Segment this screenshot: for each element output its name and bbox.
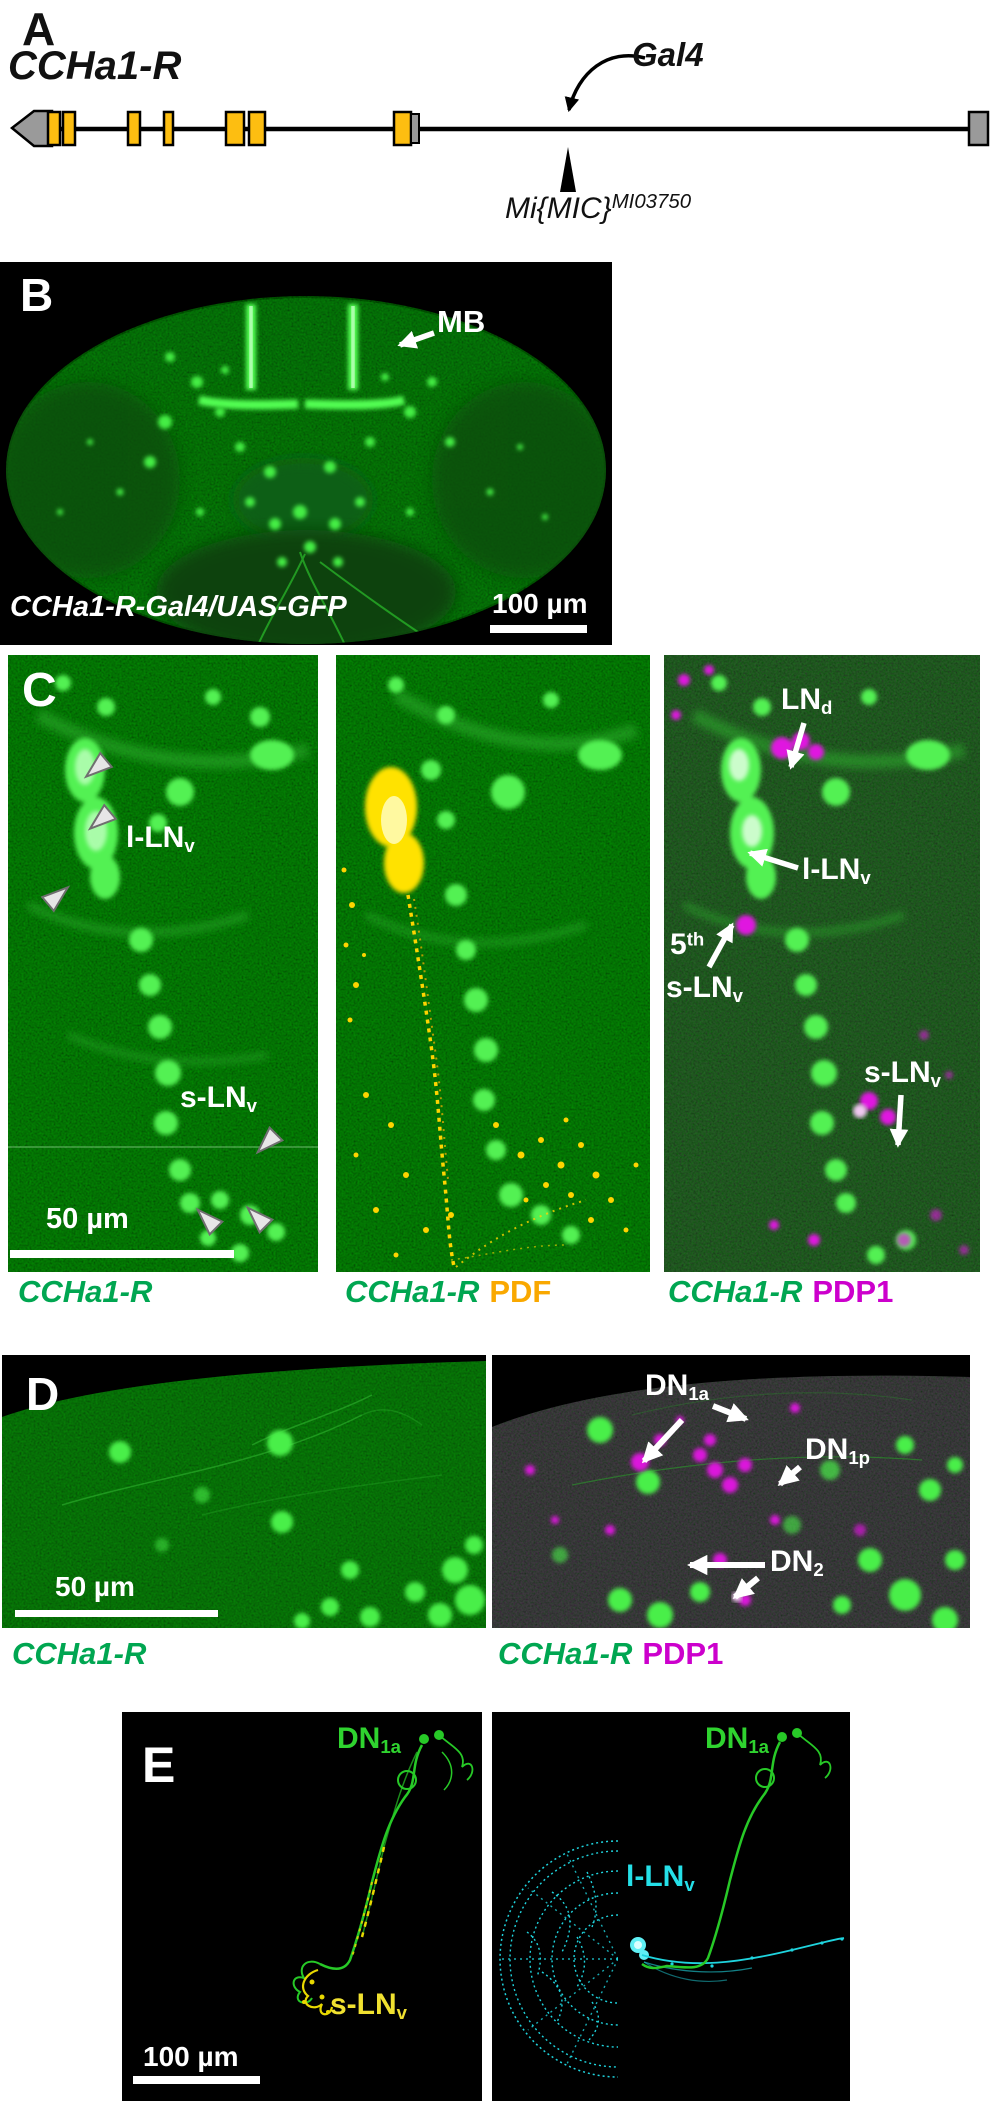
e2-llnv-arbor — [499, 1840, 845, 2078]
panel-a-letter: A — [22, 3, 56, 55]
c2-pdf-yellow — [341, 767, 639, 1268]
d2-green-cells — [552, 1417, 965, 1628]
d2-dn1p-label: DN1p — [805, 1433, 871, 1469]
arrowhead-icon — [87, 803, 118, 831]
e1-micrograph — [122, 1712, 482, 2101]
arrowhead-icon — [40, 885, 71, 913]
scalebar-c — [10, 1250, 234, 1258]
d2-pdp1-cells — [525, 1403, 866, 1606]
caption-c2: CCHa1-R PDF — [345, 1276, 551, 1307]
e2-micrograph — [492, 1712, 850, 2101]
mb-arrow-layer — [397, 330, 435, 349]
c3-micrograph — [664, 655, 980, 1272]
panel-d1: D 50 µm — [2, 1355, 486, 1628]
e1-slnv-projection — [301, 1846, 386, 2016]
panel-c2 — [336, 655, 650, 1272]
arrowhead-icon — [245, 1205, 275, 1235]
panel-c1: C l-LNv s-LNv 50 µm — [8, 655, 318, 1272]
lnd-arrow — [786, 722, 807, 770]
c3-arrow-layer — [706, 722, 909, 1148]
scalebar-d — [15, 1610, 218, 1617]
c2-micrograph — [336, 655, 650, 1272]
llnv-arrow — [747, 848, 799, 871]
mb-arrow — [397, 330, 435, 349]
panel-c-letter: C — [22, 664, 57, 717]
c1-cells — [55, 675, 294, 1262]
panel-a: A CCHa1-R Gal4 Mi{MIC}MI03750 — [0, 0, 1000, 245]
gal4-arrow — [564, 54, 646, 113]
gene-diagram — [9, 54, 990, 192]
gene-start-arrow — [9, 109, 54, 148]
scalebar-e — [133, 2076, 260, 2084]
scalebar-c-text: 50 µm — [46, 1203, 129, 1235]
c3-slnv-label: s-LNv — [864, 1056, 942, 1092]
caption-c1-gene: CCHa1-R — [18, 1274, 153, 1309]
panel-d-letter: D — [26, 1368, 60, 1420]
e1-dn1a-label: DN1a — [337, 1722, 402, 1758]
dn2-arrow-short — [732, 1575, 760, 1600]
caption-d2: CCHa1-R PDP1 — [498, 1638, 723, 1669]
caption-c3: CCHa1-R PDP1 — [668, 1276, 893, 1307]
gene-end-box — [967, 110, 990, 147]
c3-fifth-label: 5th — [670, 928, 705, 961]
caption-c3-pdp1: PDP1 — [812, 1274, 894, 1309]
c1-slnv-label: s-LNv — [180, 1081, 258, 1117]
e1-slnv-label: s-LNv — [330, 1988, 408, 2024]
gal4-label: Gal4 — [632, 36, 704, 73]
panel-e1: E DN1a s-LNv 100 µm — [122, 1712, 482, 2101]
caption-c1: CCHa1-R — [18, 1276, 152, 1307]
panel-c3: LNd l-LNv 5th s-LNv s-LNv — [664, 655, 980, 1272]
d1-micrograph — [2, 1355, 486, 1628]
panel-e-letter: E — [142, 1737, 176, 1793]
panel-b: B MB CCHa1-R-Gal4/UAS-GFP 100 µm — [0, 262, 612, 645]
gene-name: CCHa1-R — [8, 44, 182, 88]
d1-cells — [109, 1430, 485, 1628]
scalebar-d-text: 50 µm — [55, 1571, 135, 1602]
caption-c3-gene: CCHa1-R — [668, 1274, 803, 1309]
dn1a-arrow-long — [641, 1417, 685, 1464]
dn1a-arrow-short — [711, 1403, 749, 1423]
genotype-label: CCHa1-R-Gal4/UAS-GFP — [10, 591, 347, 623]
caption-d2-gene: CCHa1-R — [498, 1636, 633, 1671]
insertion-triangle — [560, 147, 576, 192]
arrowhead-icon — [255, 1125, 285, 1155]
c3-pdp1-cells — [671, 665, 969, 1255]
c1-arrowheads — [40, 751, 285, 1237]
e2-dn1a-label: DN1a — [705, 1722, 770, 1758]
mb-label: MB — [437, 304, 486, 339]
dn1p-arrow — [777, 1464, 802, 1487]
caption-d1: CCHa1-R — [12, 1638, 146, 1669]
d2-arrow-layer — [641, 1403, 802, 1600]
c3-llnv-label: l-LNv — [802, 853, 871, 889]
caption-d1-gene: CCHa1-R — [12, 1636, 147, 1671]
c3-lnd-label: LNd — [781, 683, 833, 719]
brain-micrograph — [0, 262, 612, 645]
scalebar-e-text: 100 µm — [143, 2041, 239, 2072]
scalebar-b — [490, 625, 587, 633]
panel-d2: DN1a DN1p DN2 — [492, 1355, 970, 1628]
insertion-label: Mi{MIC}MI03750 — [505, 191, 692, 226]
e2-dn1a-neuron — [641, 1732, 832, 1970]
c1-llnv-label: l-LNv — [126, 821, 195, 857]
c2-green-cells — [388, 677, 622, 1244]
panel-b-letter: B — [20, 269, 54, 321]
cell-dots — [57, 352, 548, 567]
utr-box — [410, 113, 420, 144]
scalebar-b-text: 100 µm — [492, 588, 588, 619]
fifth-slnv-arrow — [706, 922, 735, 969]
e2-llnv-label: l-LNv — [626, 1860, 695, 1896]
slnv-arrow — [889, 1094, 909, 1148]
c3-fifth-slnv-label: s-LNv — [666, 971, 744, 1007]
d2-dn2-label: DN2 — [770, 1545, 824, 1581]
c1-micrograph — [8, 655, 318, 1272]
panel-e2: DN1a l-LNv — [492, 1712, 850, 2101]
caption-d2-pdp1: PDP1 — [642, 1636, 724, 1671]
d2-dn1a-label: DN1a — [645, 1369, 710, 1405]
arrowhead-icon — [195, 1207, 225, 1237]
caption-c2-pdf: PDF — [489, 1274, 552, 1309]
caption-c2-gene: CCHa1-R — [345, 1274, 480, 1309]
arrowhead-icon — [83, 751, 114, 779]
